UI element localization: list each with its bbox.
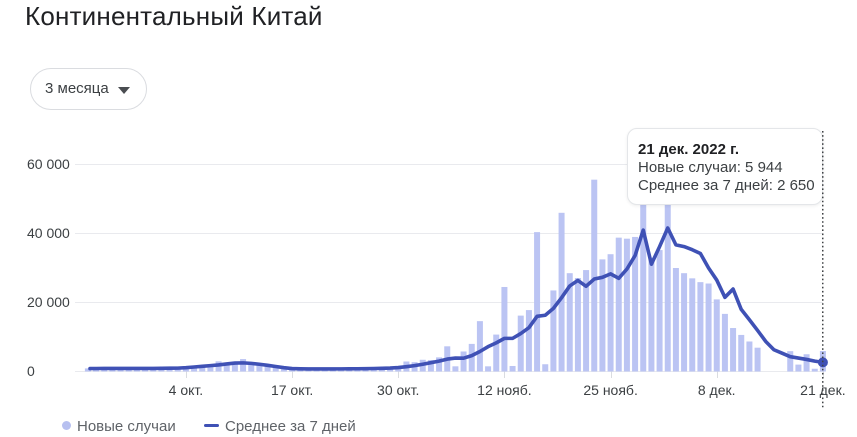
svg-text:17 окт.: 17 окт. [271,382,313,398]
svg-text:25 нояб.: 25 нояб. [583,382,637,398]
svg-text:8 дек.: 8 дек. [698,382,736,398]
svg-text:4 окт.: 4 окт. [169,382,204,398]
svg-text:12 нояб.: 12 нояб. [477,382,531,398]
svg-text:30 окт.: 30 окт. [377,382,419,398]
svg-text:40 000: 40 000 [27,225,70,241]
svg-text:20 000: 20 000 [27,294,70,310]
svg-text:60 000: 60 000 [27,156,70,172]
svg-text:0: 0 [27,363,35,379]
